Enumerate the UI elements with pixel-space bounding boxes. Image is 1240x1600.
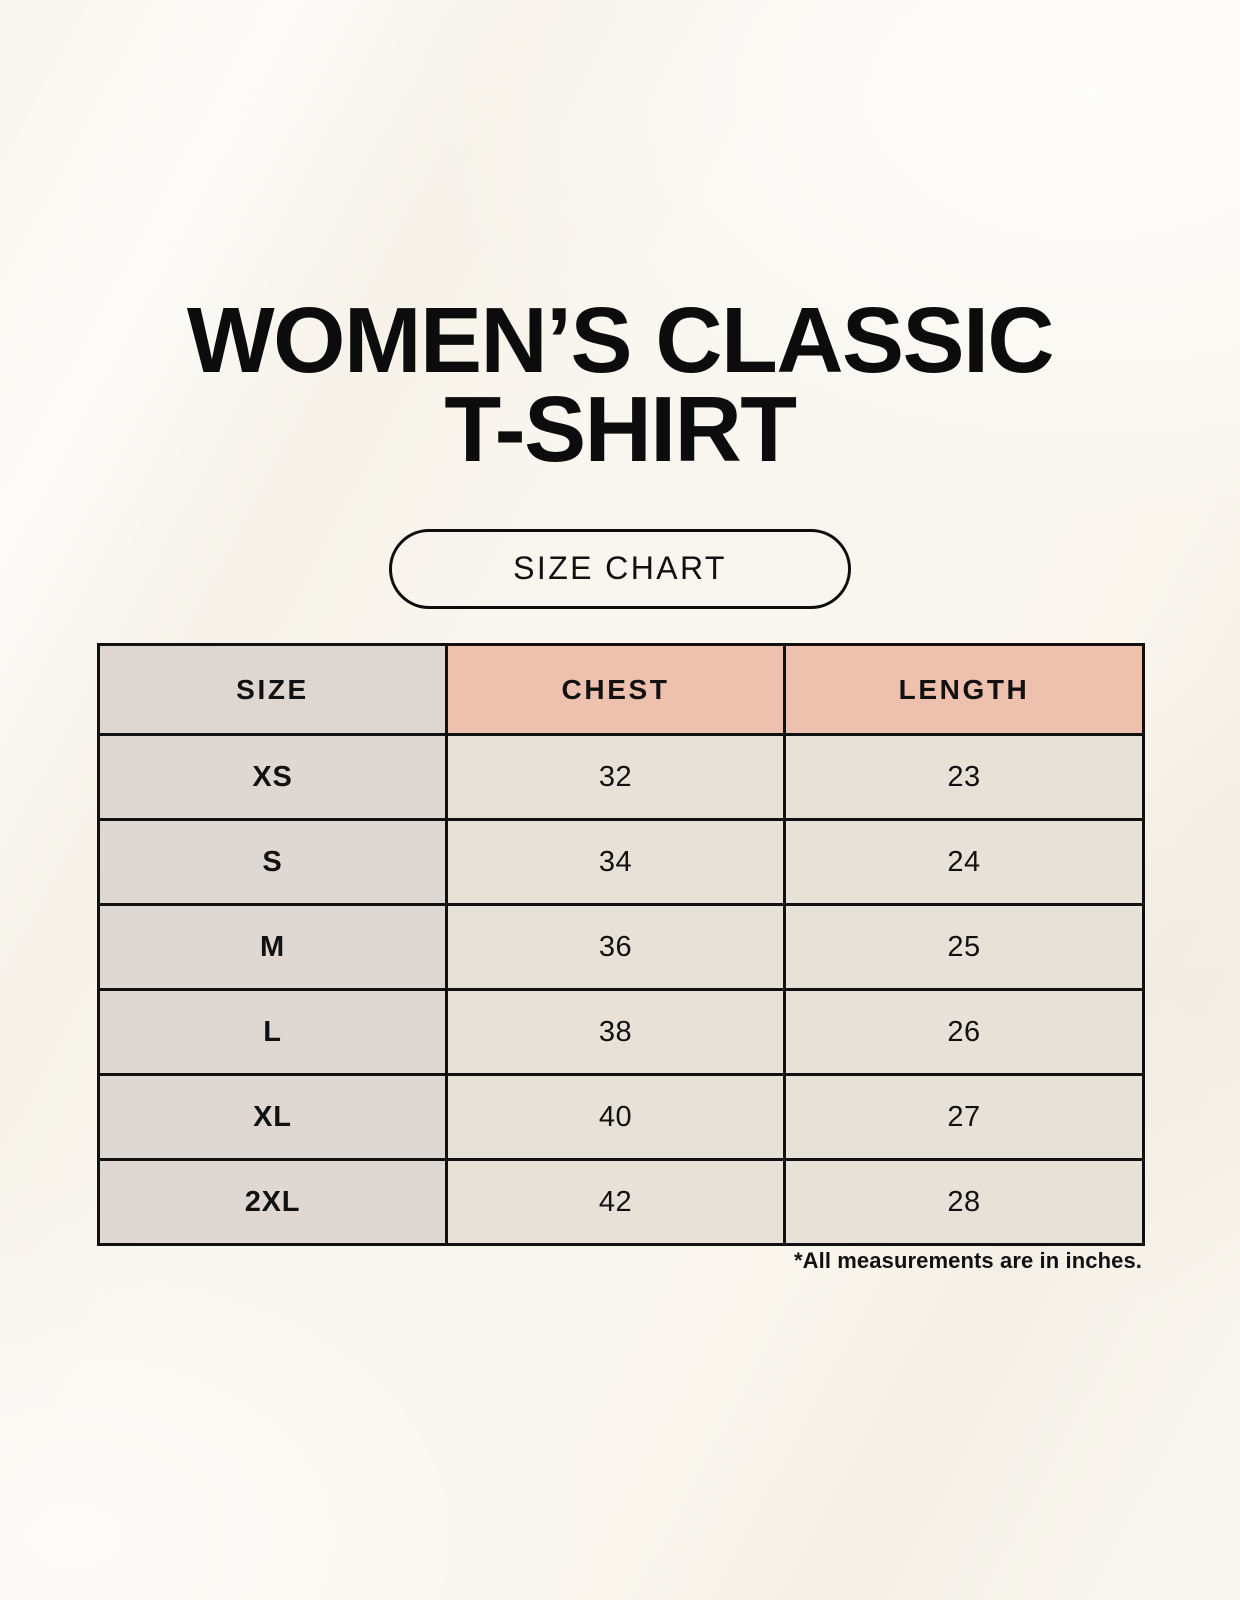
column-header-chest: CHEST bbox=[445, 643, 786, 736]
cell-length: 25 bbox=[783, 903, 1145, 991]
cell-size: XS bbox=[97, 733, 448, 821]
cell-size: 2XL bbox=[97, 1158, 448, 1246]
cell-chest: 40 bbox=[445, 1073, 786, 1161]
table-row: L 38 26 bbox=[97, 988, 1145, 1076]
page-title: WOMEN’S CLASSIC T-SHIRT bbox=[0, 294, 1240, 482]
cell-chest: 36 bbox=[445, 903, 786, 991]
cell-length: 26 bbox=[783, 988, 1145, 1076]
cell-length: 24 bbox=[783, 818, 1145, 906]
cell-length: 28 bbox=[783, 1158, 1145, 1246]
cell-size: S bbox=[97, 818, 448, 906]
table-row: XL 40 27 bbox=[97, 1073, 1145, 1161]
cell-length: 27 bbox=[783, 1073, 1145, 1161]
table-row: XS 32 23 bbox=[97, 733, 1145, 821]
size-table-head: SIZE CHEST LENGTH bbox=[97, 643, 1145, 736]
cell-chest: 34 bbox=[445, 818, 786, 906]
measurements-footnote: *All measurements are in inches. bbox=[793, 1248, 1142, 1273]
page-title-line-2: T-SHIRT bbox=[444, 377, 797, 482]
column-header-length: LENGTH bbox=[783, 643, 1145, 736]
cell-chest: 42 bbox=[445, 1158, 786, 1246]
page-header: WOMEN’S CLASSIC T-SHIRT SIZE CHART bbox=[0, 294, 1240, 609]
cell-chest: 32 bbox=[445, 733, 786, 821]
cell-size: XL bbox=[97, 1073, 448, 1161]
cell-length: 23 bbox=[783, 733, 1145, 821]
size-table-container: SIZE CHEST LENGTH XS 32 23 S 34 24 M bbox=[97, 643, 1145, 1246]
cell-size: M bbox=[97, 903, 448, 991]
column-header-size: SIZE bbox=[97, 643, 448, 736]
table-row: 2XL 42 28 bbox=[97, 1158, 1145, 1246]
cell-size: L bbox=[97, 988, 448, 1076]
cell-chest: 38 bbox=[445, 988, 786, 1076]
table-row: S 34 24 bbox=[97, 818, 1145, 906]
table-header-row: SIZE CHEST LENGTH bbox=[97, 643, 1145, 736]
badge-row: SIZE CHART bbox=[0, 528, 1240, 609]
size-chart-badge: SIZE CHART bbox=[389, 528, 851, 609]
table-row: M 36 25 bbox=[97, 903, 1145, 991]
size-table: SIZE CHEST LENGTH XS 32 23 S 34 24 M bbox=[97, 643, 1145, 1246]
size-table-body: XS 32 23 S 34 24 M 36 25 L 38 26 bbox=[97, 733, 1145, 1246]
